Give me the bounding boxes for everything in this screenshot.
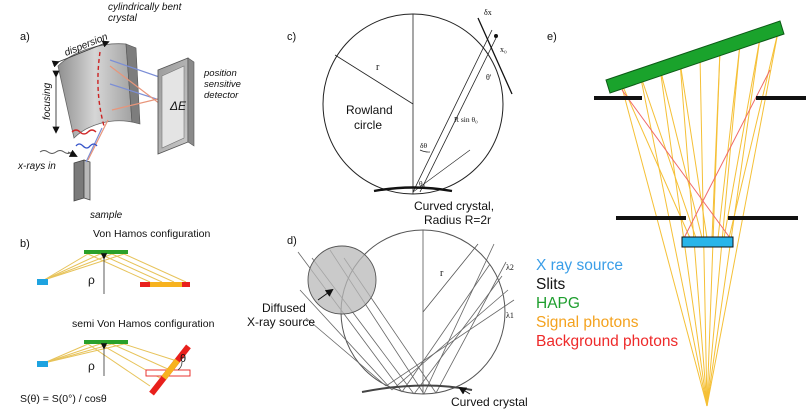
theta-prime-label: θ' [486, 73, 492, 82]
wavy-ray-blue [75, 143, 98, 149]
delta-e-label: ΔE [169, 99, 187, 113]
x0-label: x₀ [500, 45, 507, 54]
lambda2-label: λ2 [506, 263, 514, 272]
dx-label: δx [484, 8, 492, 17]
incoming-xray-wave [39, 150, 73, 154]
hapg-crystal [605, 20, 785, 94]
curved-crystal-label-d: Curved crystal [451, 395, 528, 409]
panel-d: d) r λ2 λ1 Diffused X-ray source Curved c… [247, 229, 528, 409]
sample-slab [73, 159, 91, 202]
panel-b-letter: b) [20, 238, 30, 250]
crystal-label: cylindrically bent crystal [108, 2, 183, 24]
sample-label: sample [90, 210, 123, 221]
bottom-slit-right [728, 216, 798, 220]
legend-signal: Signal photons [536, 314, 639, 331]
vh-detector-signal [150, 282, 182, 287]
rsin-label: R sin θ₀ [454, 115, 478, 124]
legend-xray-source: X ray source [536, 257, 623, 274]
theta-label: θ [180, 353, 186, 365]
vh-source [37, 279, 48, 285]
rho-label: ρ [88, 273, 95, 287]
svh-crystal [84, 340, 128, 344]
legend-background: Background photons [536, 333, 678, 350]
dtheta-label: δθ [420, 141, 428, 150]
panel-b: b) Von Hamos configuration ρ semi Von Ha… [20, 228, 215, 405]
theta0-label: θ₀ [419, 179, 426, 188]
svh-detector [149, 344, 191, 396]
von-hamos-title: Von Hamos configuration [93, 228, 210, 240]
source-arrow [317, 288, 334, 301]
panel-a-letter: a) [20, 31, 30, 43]
detector-label: position sensitive detector [203, 68, 241, 101]
panel-a: a) [17, 2, 241, 221]
panel-c: c) r Rowland circle δx x₀ θ' R sin θ₀ δθ … [287, 8, 513, 227]
detector-plane [477, 17, 513, 95]
focusing-label: focusing [42, 82, 53, 120]
vh-rays [43, 253, 187, 283]
dispersion-arrow [51, 40, 110, 68]
curved-crystal-d [361, 384, 473, 393]
panel-d-letter: d) [287, 235, 297, 247]
diffused-source-disc [307, 245, 377, 315]
top-slit-right [756, 96, 806, 100]
rowland-label: Rowland circle [346, 103, 393, 132]
radius-label-d: r [440, 268, 444, 279]
lambda1-label: λ1 [506, 311, 514, 320]
panel-e: e) [536, 20, 806, 407]
legend-hapg: HAPG [536, 295, 580, 312]
bottom-slit-left [616, 216, 686, 220]
panel-e-letter: e) [547, 31, 557, 43]
detector [157, 57, 195, 155]
radius-line [334, 54, 414, 105]
crystal-arrow [458, 386, 471, 395]
curved-crystal-label-c: Curved crystal, Radius R=2r [414, 199, 494, 227]
radius-label: r [376, 62, 380, 73]
xray-source [681, 236, 734, 248]
wavy-ray-red [71, 129, 97, 135]
panel-c-letter: c) [287, 31, 296, 43]
legend: X ray source Slits HAPG Signal photons B… [536, 257, 678, 350]
vh-crystal [84, 250, 128, 254]
svh-rho-label: ρ [88, 359, 95, 373]
semi-von-hamos-title: semi Von Hamos configuration [72, 318, 215, 330]
diffused-source-label: Diffused X-ray source [247, 301, 315, 329]
background-photon-rays [621, 69, 771, 239]
signal-photon-rays [619, 31, 779, 407]
formula: S(θ) = S(0°) / cosθ [20, 393, 107, 405]
curved-crystal-c [373, 186, 453, 193]
svh-source [37, 361, 48, 367]
top-slit-left [594, 96, 642, 100]
legend-slits: Slits [536, 276, 566, 293]
bent-crystal [57, 43, 141, 139]
xrays-in-label: x-rays in [17, 161, 56, 172]
